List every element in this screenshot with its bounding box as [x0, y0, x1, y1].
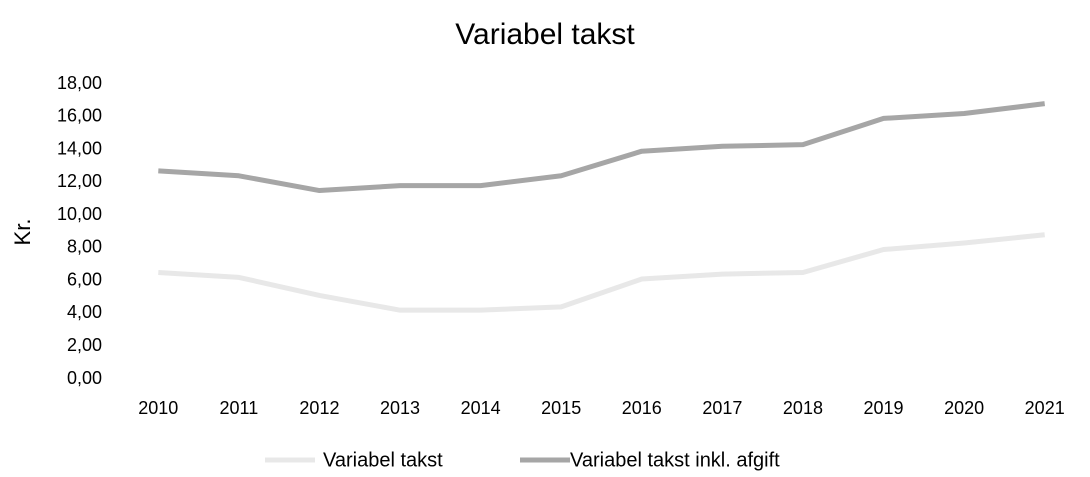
x-tick-label: 2010 — [138, 398, 178, 418]
x-tick-label: 2012 — [299, 398, 339, 418]
legend-label: Variabel takst — [323, 449, 443, 471]
x-tick-label: 2014 — [461, 398, 501, 418]
y-tick-label: 16,00 — [57, 106, 102, 126]
legend-label: Variabel takst inkl. afgift — [570, 449, 780, 471]
x-tick-label: 2018 — [783, 398, 823, 418]
x-tick-label: 2021 — [1025, 398, 1065, 418]
y-axis-label: Kr. — [10, 219, 35, 246]
y-tick-label: 10,00 — [57, 204, 102, 224]
x-tick-label: 2020 — [944, 398, 984, 418]
x-tick-label: 2015 — [541, 398, 581, 418]
y-tick-label: 18,00 — [57, 73, 102, 93]
y-tick-label: 12,00 — [57, 171, 102, 191]
y-tick-label: 4,00 — [67, 302, 102, 322]
y-tick-label: 8,00 — [67, 237, 102, 257]
line-series — [158, 232, 1045, 313]
y-tick-label: 6,00 — [67, 269, 102, 289]
y-tick-label: 0,00 — [67, 368, 102, 388]
x-tick-label: 2013 — [380, 398, 420, 418]
x-tick-label: 2016 — [622, 398, 662, 418]
y-tick-label: 2,00 — [67, 335, 102, 355]
chart-title: Variabel takst — [455, 18, 635, 51]
line-series — [158, 101, 1046, 194]
x-tick-label: 2017 — [702, 398, 742, 418]
x-tick-label: 2011 — [220, 398, 259, 418]
y-tick-label: 14,00 — [57, 138, 102, 158]
x-tick-label: 2019 — [864, 398, 904, 418]
